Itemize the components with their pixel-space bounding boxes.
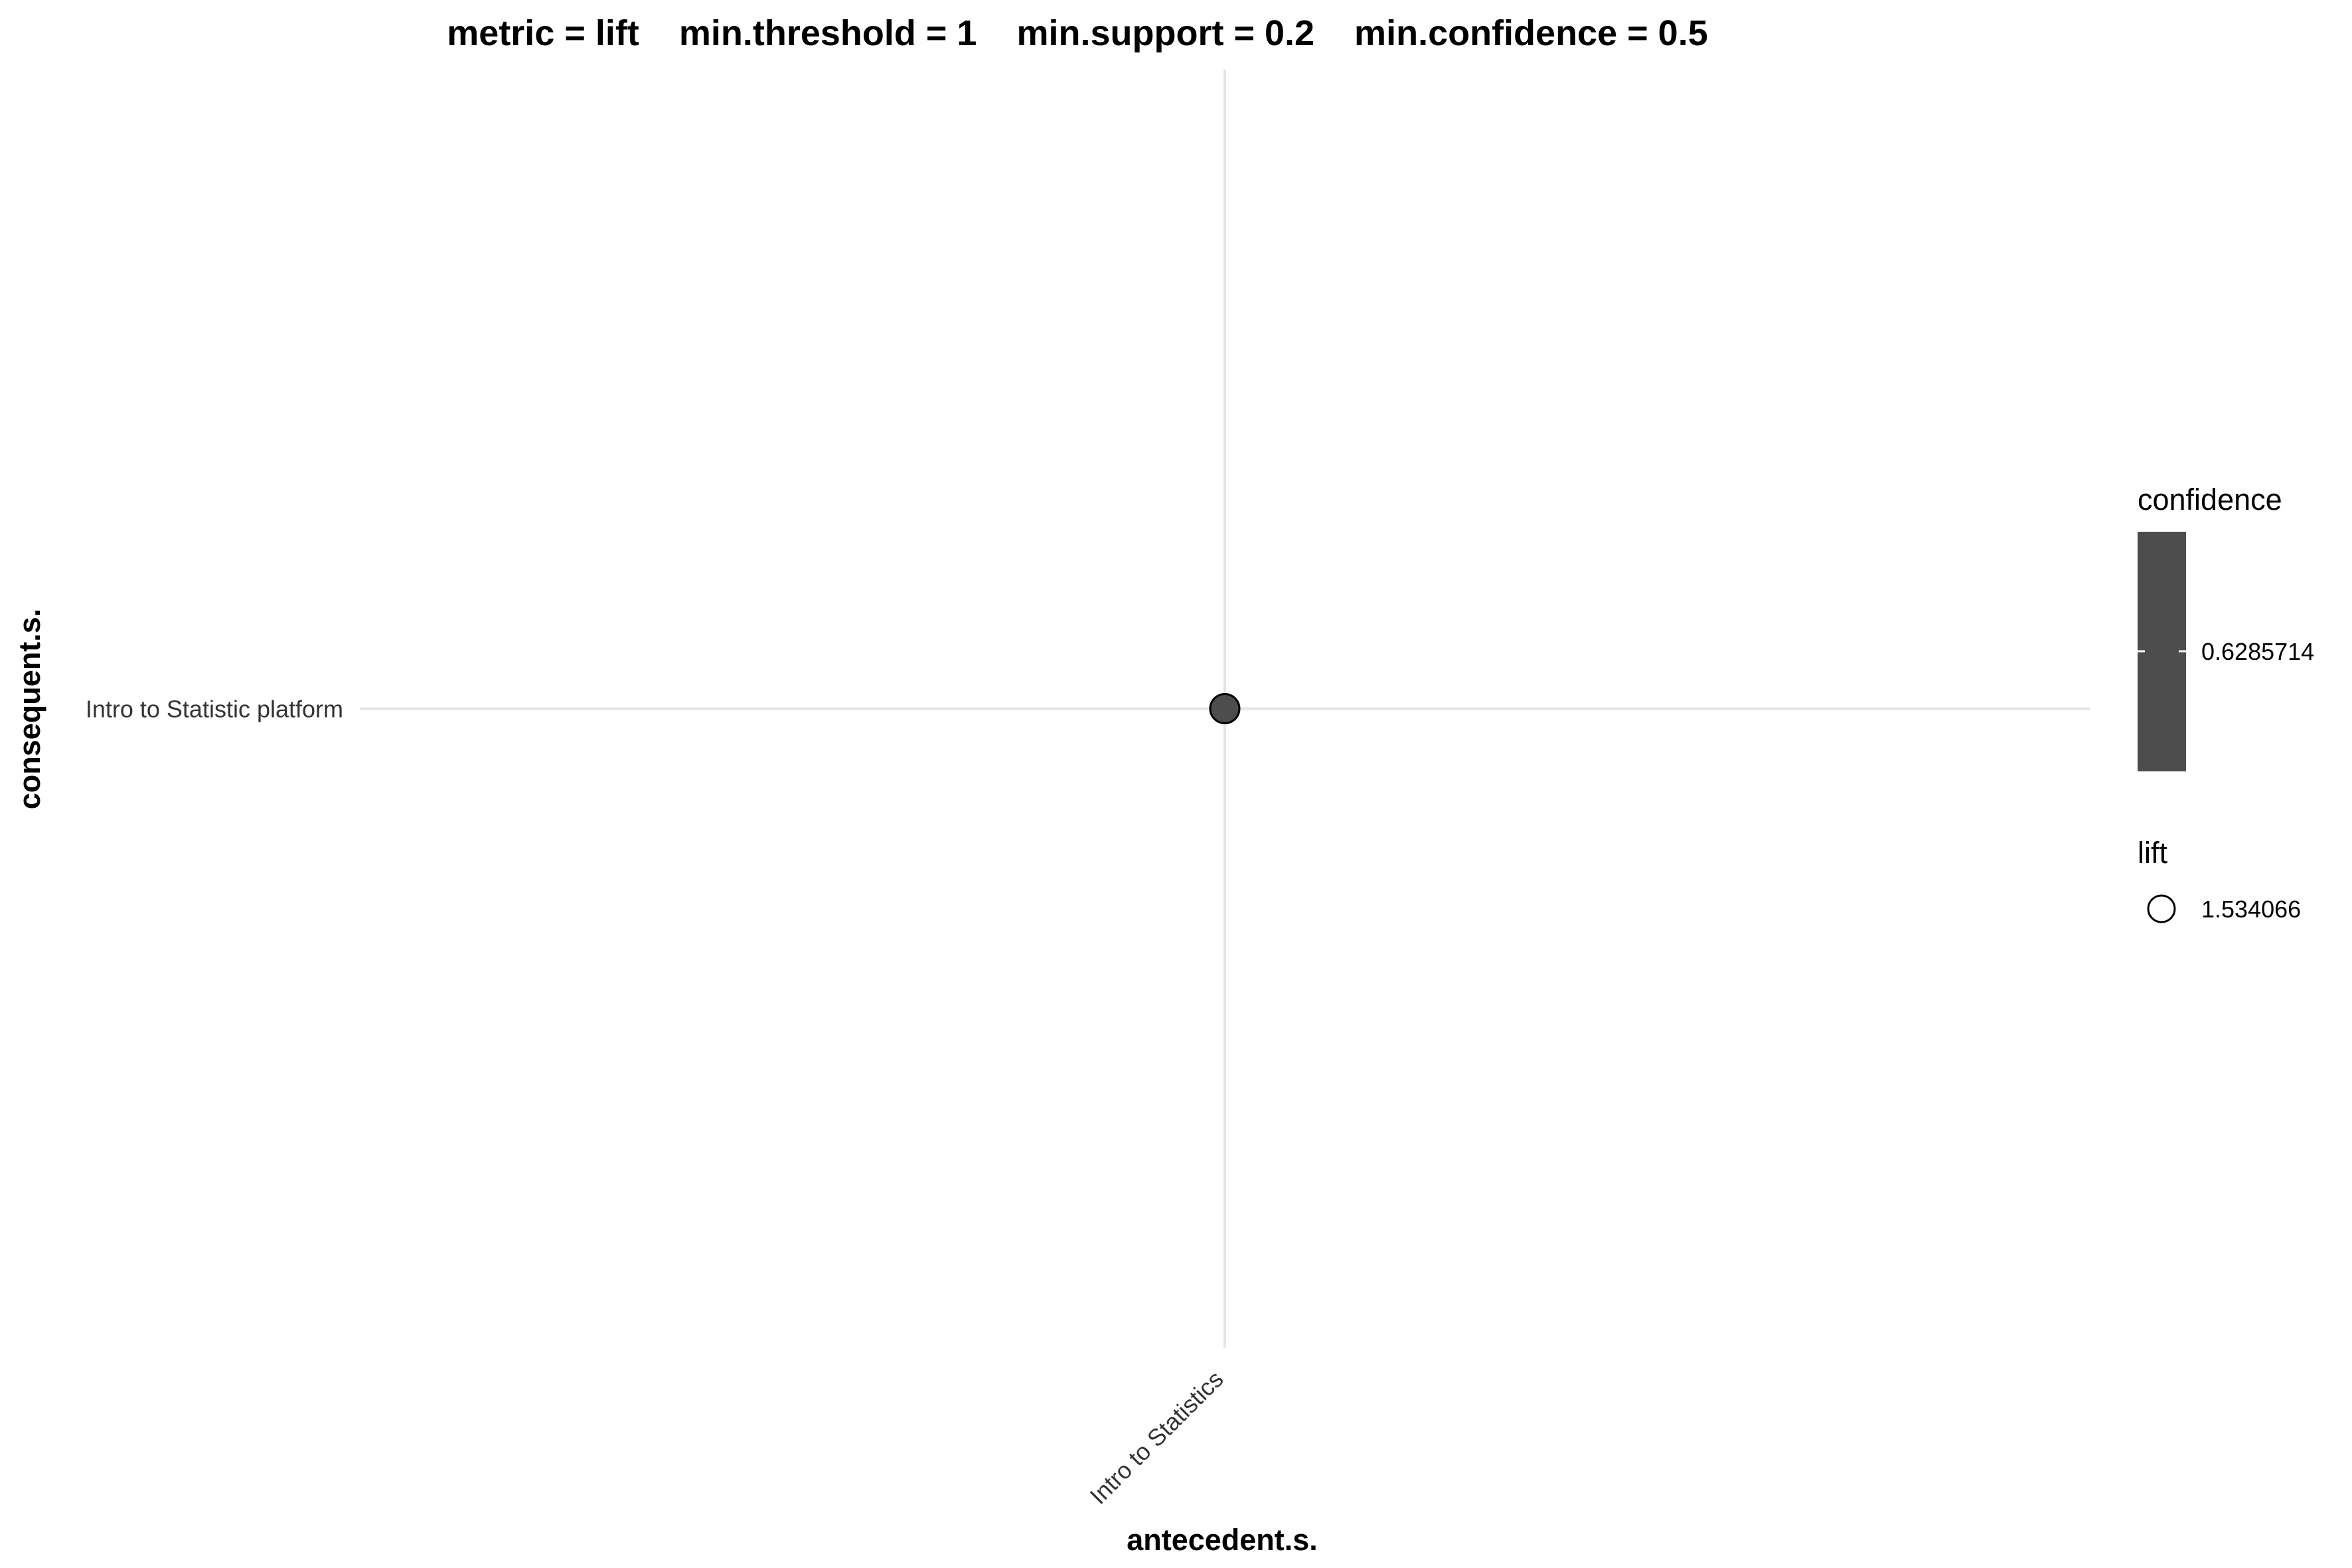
chart-title: metric = lift min.threshold = 1 min.supp… [447, 13, 1707, 53]
legend-lift-title: lift [2138, 836, 2167, 870]
legend-lift-circle [2147, 894, 2176, 923]
legend-confidence-title: confidence [2138, 483, 2282, 516]
x-axis-title: antecedent.s. [1127, 1523, 1318, 1557]
confidence-colorbar [2138, 532, 2186, 771]
y-axis-title: consequent.s. [13, 609, 46, 810]
x-tick-label: Intro to Statistics [1084, 1366, 1228, 1510]
data-point [1209, 693, 1241, 724]
y-tick-label: Intro to Statistic platform [86, 696, 343, 723]
plot-area: Intro to Statistic platform Intro to Stat… [86, 70, 2090, 1510]
legend-confidence-label: 0.6285714 [2201, 638, 2314, 665]
legend: confidence 0.6285714 lift 1.534066 [2138, 483, 2314, 923]
legend-lift-label: 1.534066 [2201, 896, 2301, 923]
